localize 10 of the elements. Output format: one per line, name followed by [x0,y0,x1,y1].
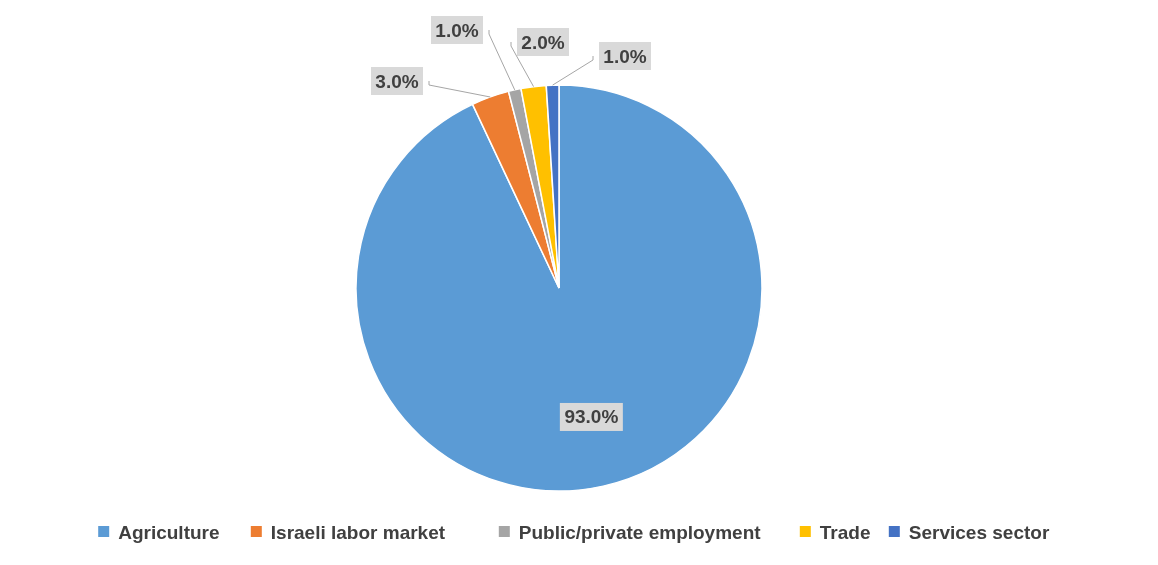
legend-label: Services sector [908,521,1050,543]
data-label: 93.0% [564,406,619,428]
data-label: 1.0% [435,19,479,41]
legend-label: Agriculture [118,521,220,543]
legend-label: Public/private employment [518,521,762,543]
data-label: 1.0% [603,45,647,67]
data-label: 3.0% [375,70,419,92]
legend-label: Israeli labor market [270,521,446,543]
legend-label: Trade [819,521,871,543]
data-label: 2.0% [521,31,565,53]
